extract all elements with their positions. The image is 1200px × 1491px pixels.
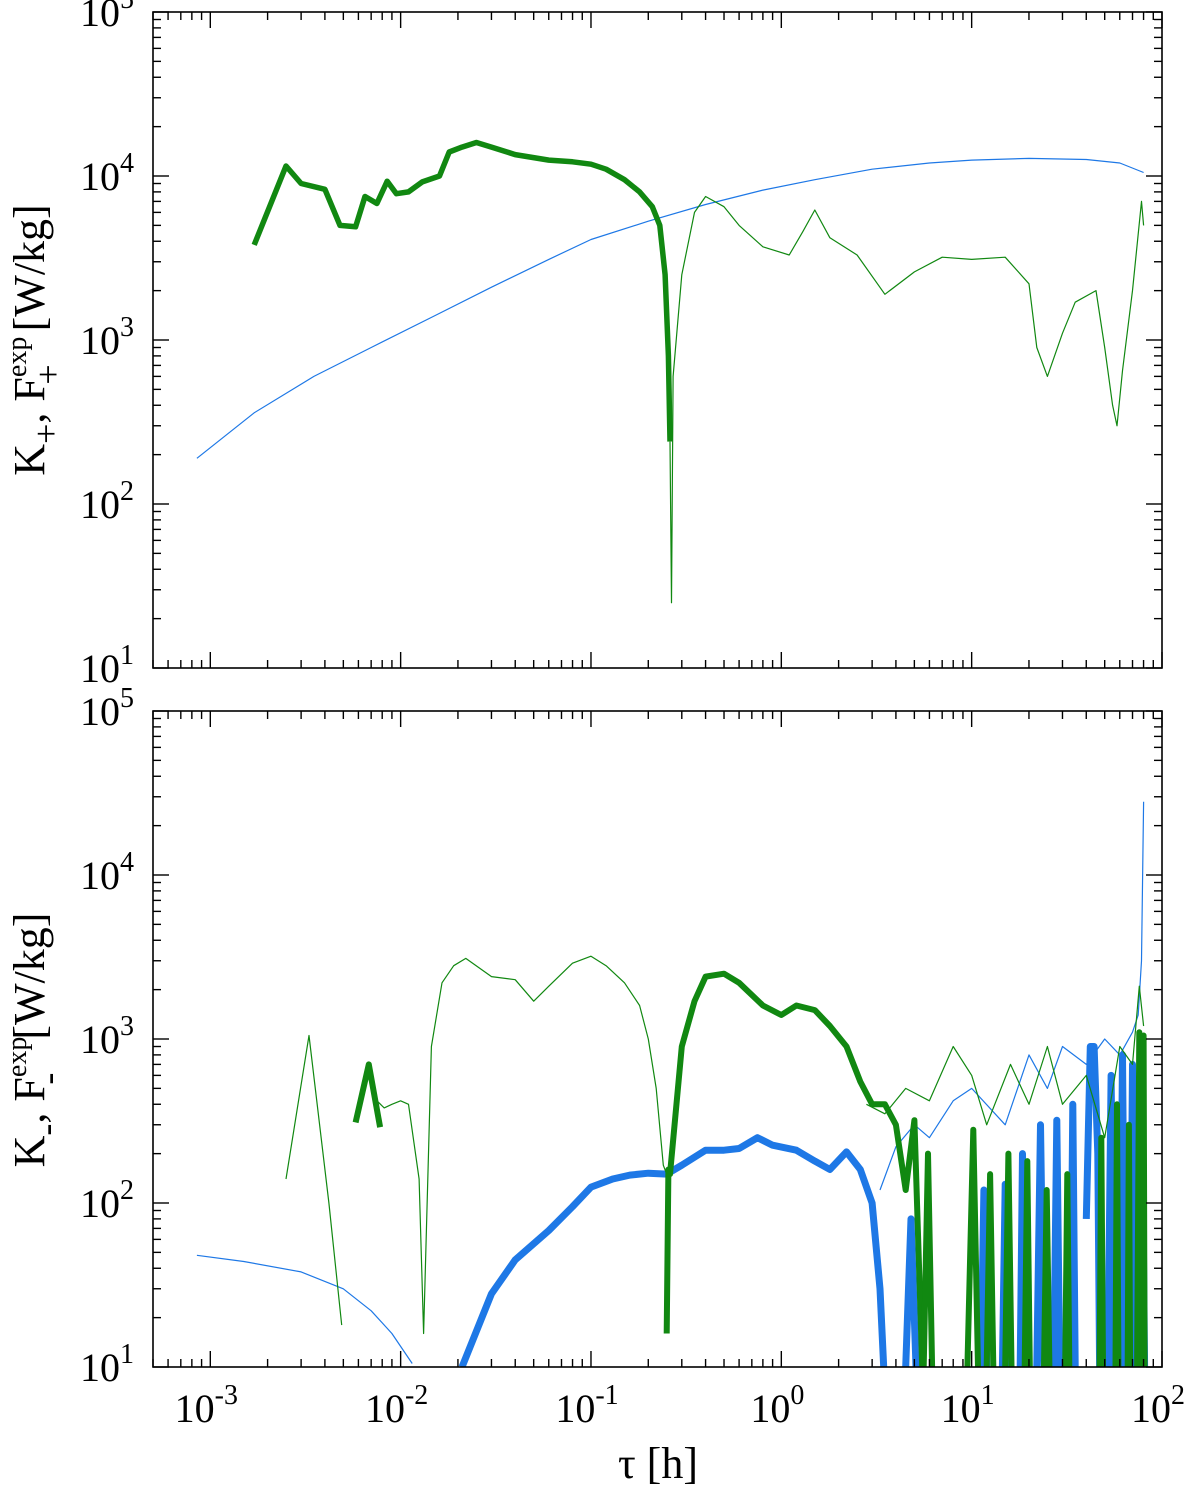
series-3-line-segment-11 bbox=[1124, 1121, 1134, 1367]
series-3-line-segment-8 bbox=[1062, 1171, 1073, 1367]
y-axis-title: K+, Fexp+ [W/kg] bbox=[2, 204, 68, 475]
x-tick-label: 101 bbox=[941, 1380, 995, 1431]
series-0-line-segment-1 bbox=[879, 801, 1145, 1191]
series-3-line-segment-5 bbox=[1002, 1150, 1015, 1367]
series-1-line-segment-6 bbox=[1050, 1116, 1064, 1367]
y-tick-label: 104 bbox=[80, 148, 134, 199]
series-0-line-segment-0 bbox=[196, 1254, 413, 1364]
y-tick-label: 102 bbox=[80, 1175, 134, 1226]
series-group bbox=[196, 139, 1145, 604]
series-3-line-segment-7 bbox=[1041, 1187, 1053, 1367]
plot-frame bbox=[152, 11, 1163, 669]
x-tick-label: 100 bbox=[750, 1380, 804, 1431]
y-tick-label: 105 bbox=[80, 0, 134, 35]
y-tick-label: 102 bbox=[80, 476, 134, 527]
series-2-line-segment-2 bbox=[866, 985, 1145, 1139]
series-3-line-segment-3 bbox=[964, 1126, 981, 1367]
series-2-line-segment-0 bbox=[669, 195, 1145, 604]
series-1-line-segment-0 bbox=[458, 1134, 888, 1367]
x-tick-label: 102 bbox=[1131, 1380, 1185, 1431]
y-tick-label: 103 bbox=[80, 312, 134, 363]
series-3-line-segment-4 bbox=[983, 1171, 997, 1367]
y-tick-label: 103 bbox=[80, 1011, 134, 1062]
series-2-line-segment-0 bbox=[285, 1034, 343, 1326]
series-3-line-segment-13 bbox=[1139, 1032, 1148, 1367]
y-axis-title: K-, Fexp- [W/kg] bbox=[2, 913, 68, 1168]
series-1-line-segment-0 bbox=[251, 139, 673, 442]
series-2-line-segment-1 bbox=[376, 955, 668, 1335]
series-0-line-segment-0 bbox=[196, 157, 1144, 459]
series-group bbox=[196, 801, 1149, 1367]
top-panel: 101 102 103 104 105 K+, Fexp+ [W/kg] bbox=[2, 0, 1163, 691]
series-3-line-segment-10 bbox=[1112, 1101, 1122, 1367]
x-axis-title: τ [h] bbox=[618, 1439, 698, 1488]
series-3-line-segment-1 bbox=[663, 970, 926, 1367]
y-tick-label: 104 bbox=[80, 847, 134, 898]
x-tick-label: 10-1 bbox=[555, 1380, 618, 1431]
series-3-line-segment-0 bbox=[352, 1061, 384, 1128]
x-tick-label: 10-2 bbox=[365, 1380, 428, 1431]
series-3-line-segment-2 bbox=[920, 1150, 936, 1367]
x-tick-label: 10-3 bbox=[175, 1380, 238, 1431]
series-3-line-segment-9 bbox=[1096, 1134, 1106, 1367]
series-3-line-segment-6 bbox=[1021, 1158, 1033, 1367]
y-tick-label: 105 bbox=[80, 683, 134, 734]
y-tick-label: 101 bbox=[80, 640, 134, 691]
series-1-line-segment-1 bbox=[902, 1215, 920, 1367]
y-tick-label: 101 bbox=[80, 1339, 134, 1390]
